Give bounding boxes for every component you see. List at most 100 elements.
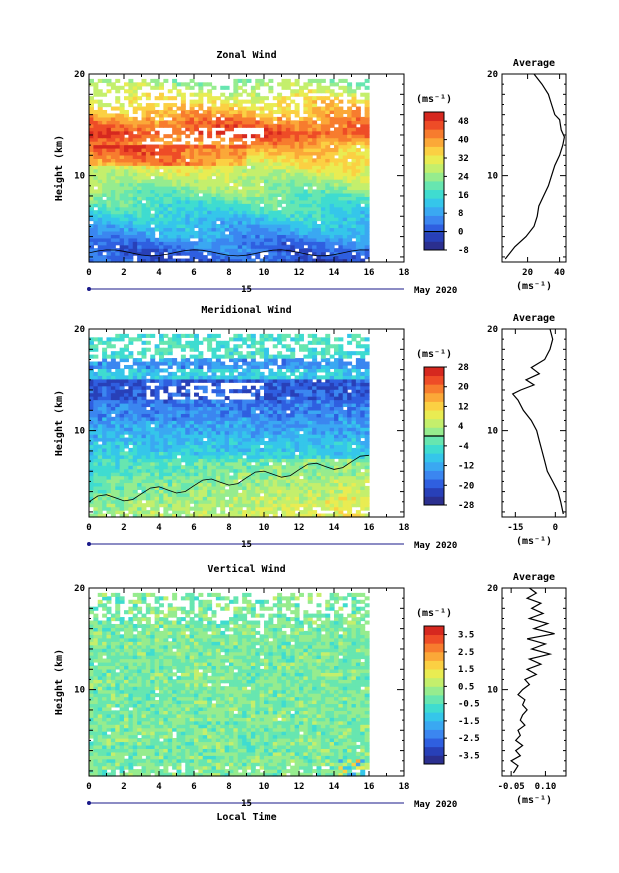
heatmap-cell: [220, 237, 226, 242]
heatmap-cell: [325, 427, 331, 432]
heatmap-cell: [347, 465, 353, 470]
heatmap-cell: [281, 106, 287, 111]
heatmap-cell: [211, 199, 217, 204]
colorbar-tick-label: 40: [458, 136, 469, 146]
heatmap-cell: [159, 123, 164, 128]
heatmap-cell: [145, 185, 151, 191]
heatmap-cell: [347, 165, 353, 170]
heatmap-cell: [93, 203, 99, 208]
heatmap-cell: [312, 120, 318, 125]
heatmap-cell: [325, 423, 331, 428]
heatmap-cell: [307, 113, 313, 118]
heatmap-cell: [163, 161, 169, 166]
heatmap-cell: [194, 144, 199, 149]
heatmap-cell: [207, 258, 213, 263]
heatmap-cell: [110, 147, 116, 153]
heatmap-cell: [229, 189, 234, 194]
heatmap-cell: [198, 113, 204, 118]
heatmap-cell: [202, 492, 208, 497]
heatmap-cell: [233, 137, 239, 142]
heatmap-cell: [154, 182, 160, 187]
heatmap-cell: [167, 158, 173, 163]
heatmap-cell: [215, 147, 221, 153]
heatmap-cell: [128, 437, 134, 442]
heatmap-cell: [137, 123, 143, 128]
heatmap-cell: [364, 223, 370, 229]
heatmap-cell: [145, 244, 151, 249]
heatmap-cell: [347, 127, 353, 132]
heatmap-cell: [89, 168, 94, 173]
heatmap-cell: [281, 230, 287, 235]
heatmap-cell: [237, 506, 243, 511]
heatmap-cell: [97, 210, 103, 215]
heatmap-cell: [281, 217, 287, 222]
heatmap-cell: [312, 241, 318, 246]
profile-x-tick-label: 20: [522, 268, 533, 278]
heatmap-cell: [347, 192, 353, 197]
heatmap-cell: [89, 203, 94, 208]
heatmap-cell: [259, 510, 265, 515]
heatmap-cell: [185, 423, 191, 428]
heatmap-cell: [237, 413, 243, 418]
heatmap-cell: [89, 503, 94, 508]
heatmap-cell: [180, 172, 186, 177]
heatmap-cell: [334, 185, 339, 191]
heatmap-cell: [338, 130, 344, 135]
heatmap-cell: [334, 147, 339, 153]
heatmap-cell: [329, 444, 335, 449]
heatmap-cell: [145, 151, 151, 156]
heatmap-cell: [211, 485, 217, 490]
heatmap-cell: [220, 199, 226, 204]
heatmap-cell: [294, 430, 300, 435]
heatmap-cell: [285, 482, 291, 487]
heatmap-cell: [329, 89, 335, 94]
heatmap-cell: [154, 203, 160, 208]
heatmap-cell: [89, 199, 94, 204]
heatmap-cell: [255, 513, 261, 518]
heatmap-cell: [167, 189, 173, 194]
heatmap-cell: [229, 506, 234, 511]
heatmap-cell: [163, 141, 169, 146]
heatmap-cell: [119, 451, 125, 456]
heatmap-cell: [145, 413, 151, 418]
heatmap-cell: [132, 413, 138, 418]
heatmap-cell: [351, 482, 357, 487]
heatmap-cell: [347, 172, 353, 177]
heatmap-cell: [277, 237, 283, 242]
heatmap-cell: [229, 127, 234, 132]
heatmap-cell: [233, 440, 239, 446]
heatmap-cell: [119, 199, 125, 204]
heatmap-cell: [106, 230, 112, 235]
heatmap-cell: [277, 210, 283, 215]
heatmap-cell: [211, 248, 217, 253]
heatmap-cell: [338, 492, 344, 497]
heatmap-cell: [351, 213, 357, 218]
heatmap-cell: [246, 423, 252, 428]
heatmap-cell: [180, 510, 186, 515]
heatmap-cell: [250, 472, 256, 477]
heatmap-cell: [272, 134, 278, 139]
heatmap-cell: [281, 513, 287, 518]
heatmap-cell: [198, 465, 204, 470]
heatmap-cell: [347, 113, 353, 118]
heatmap-cell: [329, 196, 335, 201]
heatmap-cell: [89, 154, 94, 159]
heatmap-cell: [303, 427, 309, 432]
heatmap-cell: [242, 230, 248, 235]
heatmap-cell: [364, 144, 370, 149]
heatmap-cell: [211, 223, 217, 229]
heatmap-cell: [198, 196, 204, 201]
heatmap-cell: [102, 92, 108, 97]
heatmap-cell: [290, 120, 296, 125]
colorbar-band: [424, 163, 444, 173]
heatmap-cell: [102, 447, 108, 452]
heatmap-cell: [185, 127, 191, 132]
heatmap-cell: [303, 506, 309, 511]
heatmap-cell: [163, 510, 169, 515]
heatmap-cell: [351, 144, 357, 149]
heatmap-cell: [215, 223, 221, 229]
heatmap-cell: [176, 472, 182, 477]
heatmap-cell: [93, 82, 99, 87]
heatmap-cell: [303, 127, 309, 132]
